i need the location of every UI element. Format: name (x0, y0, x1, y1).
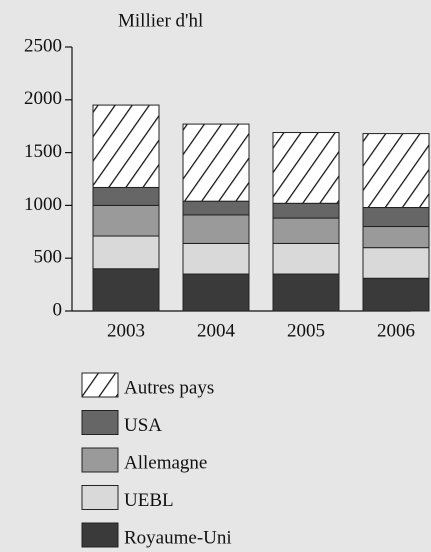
bar-segment (182, 214, 250, 244)
bar-segment (272, 202, 340, 219)
bar-segment (92, 204, 160, 237)
bar-segment (92, 268, 160, 312)
legend-swatch (81, 447, 119, 473)
bar-segment (362, 133, 430, 209)
y-tick-label: 0 (53, 299, 63, 320)
y-tick-label: 2500 (24, 35, 62, 56)
legend-label: Royaume-Uni (124, 527, 232, 548)
y-tick-label: 500 (34, 247, 63, 268)
legend-swatch (81, 485, 119, 510)
y-tick-label: 1000 (24, 194, 62, 215)
bar-segment (182, 123, 250, 202)
bar-segment (92, 104, 160, 188)
x-tick-label: 2006 (377, 320, 415, 341)
bar-segment (272, 217, 340, 244)
bar-segment (182, 200, 250, 216)
bar-segment (272, 132, 340, 204)
legend-swatch (81, 372, 119, 398)
x-tick-label: 2003 (107, 320, 145, 341)
y-axis-label: Millier d'hl (118, 10, 203, 31)
legend-label: Autres pays (124, 377, 214, 398)
legend-label: Allemagne (124, 452, 207, 473)
bar-segment (362, 226, 430, 249)
x-tick-label: 2005 (287, 320, 325, 341)
legend-label: USA (124, 415, 162, 436)
legend-label: UEBL (124, 490, 174, 511)
legend-swatch (81, 522, 119, 548)
bar-segment (182, 273, 250, 312)
bar-segment (92, 186, 160, 206)
bar-segment (182, 242, 250, 275)
bar-segment (92, 235, 160, 270)
bar-segment (362, 277, 430, 312)
bar-segment (272, 242, 340, 275)
y-tick-label: 1500 (24, 141, 62, 162)
bar-segment (362, 247, 430, 279)
bar-segment (272, 273, 340, 312)
legend-swatch (81, 410, 119, 435)
x-tick-label: 2004 (197, 320, 236, 341)
bar-segment (362, 207, 430, 228)
y-tick-label: 2000 (24, 88, 62, 109)
